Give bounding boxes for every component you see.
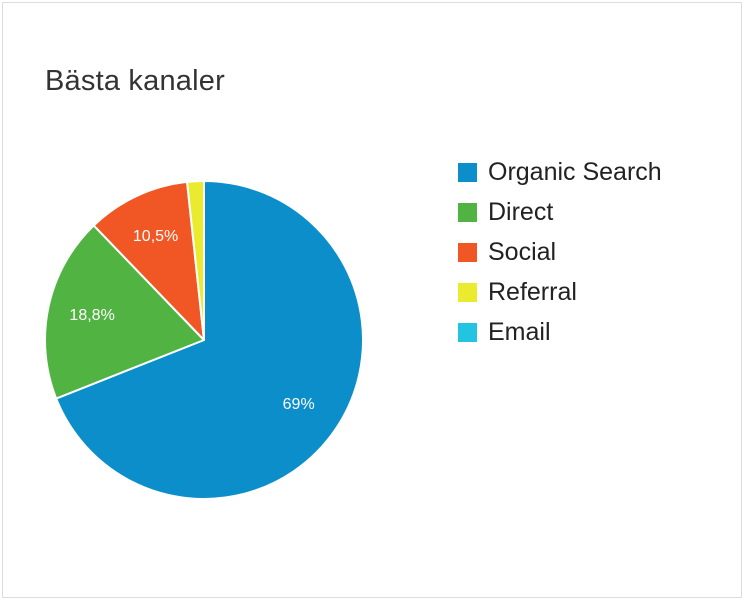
legend-label: Organic Search	[488, 157, 662, 186]
pie-slice-organic-search[interactable]	[55, 180, 364, 500]
pie-slice-referral[interactable]	[186, 180, 205, 341]
legend-label: Email	[488, 317, 551, 346]
pie-slices	[44, 180, 364, 500]
legend-swatch	[458, 322, 477, 342]
slice-label-organic-search: 69%	[283, 396, 315, 413]
slice-label-social: 10,5%	[133, 228, 178, 245]
legend-item-organic-search[interactable]: Organic Search	[458, 152, 662, 192]
pie-slice-direct[interactable]	[44, 224, 205, 400]
legend-swatch	[458, 202, 477, 222]
pie-slice-social[interactable]	[92, 180, 205, 341]
legend-swatch	[458, 242, 477, 262]
slice-label-direct: 18,8%	[69, 307, 114, 324]
legend-item-email[interactable]: Email	[458, 312, 662, 352]
legend-label: Social	[488, 237, 557, 266]
legend-swatch	[458, 282, 477, 302]
legend-label: Referral	[488, 277, 577, 306]
legend-swatch	[458, 162, 477, 182]
chart-legend: Organic Search Direct Social Referral Email	[458, 152, 662, 352]
pie-slice-labels: 69% 18,8% 10,5%	[69, 228, 314, 413]
legend-label: Direct	[488, 197, 554, 226]
legend-item-social[interactable]: Social	[458, 232, 662, 272]
legend-item-direct[interactable]: Direct	[458, 192, 662, 232]
chart-title: Bästa kanaler	[45, 65, 225, 97]
legend-item-referral[interactable]: Referral	[458, 272, 662, 312]
